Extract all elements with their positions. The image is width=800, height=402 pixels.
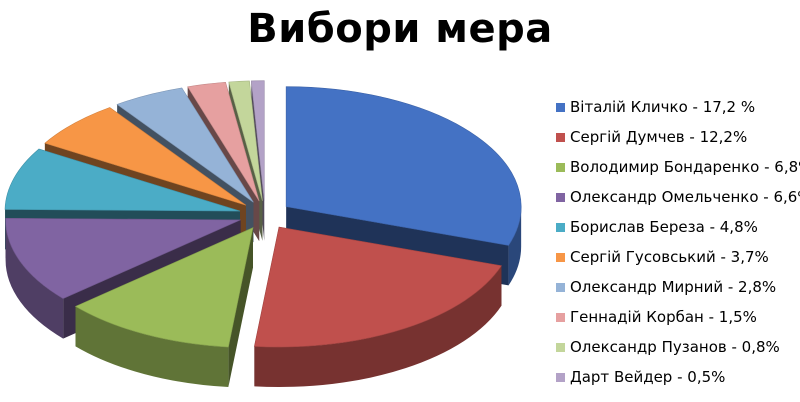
slice-top xyxy=(5,217,241,299)
legend-swatch xyxy=(556,342,565,352)
slice-top xyxy=(228,80,263,201)
legend-swatch xyxy=(556,372,565,382)
legend-label: Володимир Бондаренко - 6,8% xyxy=(570,158,800,176)
legend-item: Дарт Вейдер - 0,5% xyxy=(556,362,796,392)
legend-item: Олександр Мирний - 2,8% xyxy=(556,272,796,302)
legend-label: Олександр Омельченко - 6,6% xyxy=(570,188,800,206)
slice-top xyxy=(116,87,254,203)
legend-label: Дарт Вейдер - 0,5% xyxy=(570,368,726,386)
pie-slice-3 xyxy=(74,227,254,388)
slice-top xyxy=(4,148,241,212)
legend-swatch xyxy=(556,102,565,112)
slice-top xyxy=(254,226,502,348)
legend-swatch xyxy=(556,252,565,262)
legend-item: Сергій Думчев - 12,2% xyxy=(556,122,796,152)
legend-label: Сергій Гусовський - 3,7% xyxy=(570,248,769,266)
slice-side xyxy=(75,306,229,388)
slice-top xyxy=(285,86,522,246)
legend-label: Олександр Пузанов - 0,8% xyxy=(570,338,780,356)
legend-label: Борислав Береза - 4,8% xyxy=(570,218,758,236)
legend-item: Сергій Гусовський - 3,7% xyxy=(556,242,796,272)
slice-side xyxy=(5,219,64,339)
legend-swatch xyxy=(556,192,565,202)
legend-item: Віталій Кличко - 17,2 % xyxy=(556,92,796,122)
legend-swatch xyxy=(556,312,565,322)
legend-item: Олександр Пузанов - 0,8% xyxy=(556,332,796,362)
legend-label: Олександр Мирний - 2,8% xyxy=(570,278,777,296)
pie-slice-2 xyxy=(254,226,502,388)
legend-swatch xyxy=(556,162,565,172)
legend-swatch xyxy=(556,132,565,142)
legend-item: Володимир Бондаренко - 6,8% xyxy=(556,152,800,182)
legend-label: Сергій Думчев - 12,2% xyxy=(570,128,748,146)
legend-label: Віталій Кличко - 17,2 % xyxy=(570,98,756,116)
legend-item: Олександр Омельченко - 6,6% xyxy=(556,182,800,212)
legend-item: Борислав Береза - 4,8% xyxy=(556,212,796,242)
legend-swatch xyxy=(556,282,565,292)
chart-title: Вибори мера xyxy=(247,6,553,52)
slice-top xyxy=(74,227,254,348)
slice-top xyxy=(187,81,260,202)
slice-top xyxy=(44,107,247,206)
legend-swatch xyxy=(556,222,565,232)
legend-item: Геннадій Корбан - 1,5% xyxy=(556,302,796,332)
legend-label: Геннадій Корбан - 1,5% xyxy=(570,308,757,326)
slice-side xyxy=(254,265,502,388)
slice-top xyxy=(250,80,265,201)
chart-legend: Віталій Кличко - 17,2 % Сергій Думчев - 1… xyxy=(556,92,800,392)
